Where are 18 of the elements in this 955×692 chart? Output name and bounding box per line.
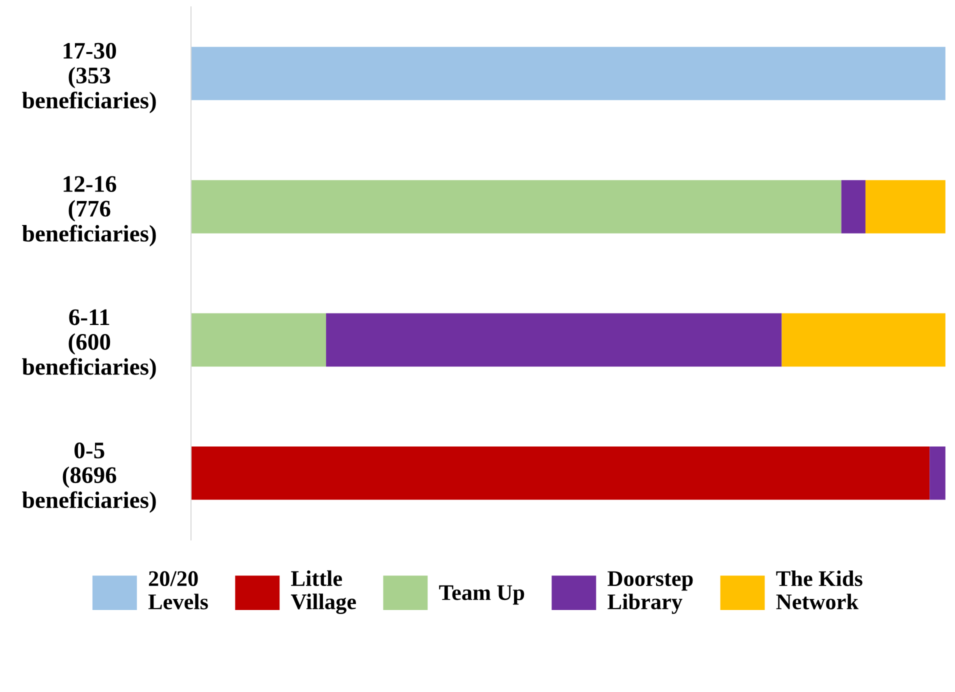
legend-label: 20/20 Levels (148, 571, 208, 610)
bar (841, 180, 866, 234)
y-tick-label: 17-30 (353 beneficiaries) (22, 42, 156, 114)
legend-label: Team Up (439, 585, 524, 605)
bar (782, 313, 946, 367)
y-tick-label: 0-5 (8696 beneficiaries) (22, 442, 156, 513)
bar (865, 180, 946, 234)
bar (191, 446, 930, 500)
bar (930, 446, 946, 500)
bar (326, 313, 782, 367)
bar (191, 313, 326, 367)
legend-label: Little Village (290, 570, 356, 614)
y-tick-label: 12-16 (776 beneficiaries) (22, 176, 156, 246)
legend-label: Doorstep Library (608, 571, 693, 614)
y-tick-label: 6-11 (600 beneficiaries) (22, 309, 156, 380)
bar (191, 180, 842, 234)
legend-label: The Kids Network (776, 570, 862, 610)
bar (191, 46, 946, 100)
